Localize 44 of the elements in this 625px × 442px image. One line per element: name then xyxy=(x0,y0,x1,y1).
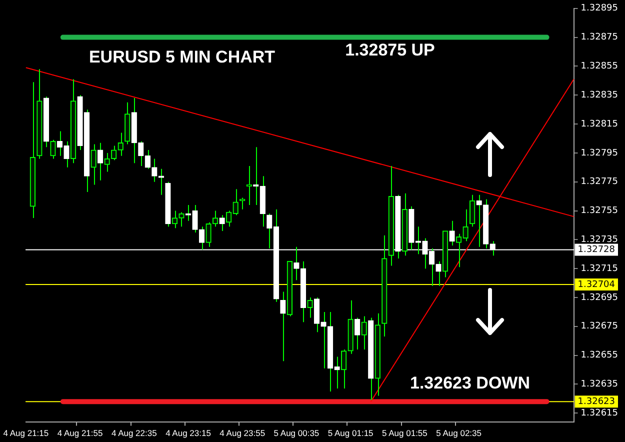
x-tick-label: 5 Aug 00:35 xyxy=(274,428,320,438)
y-tick-label: 1.32895 xyxy=(580,4,618,14)
candlestick xyxy=(178,212,184,228)
y-tick-label: 1.32795 xyxy=(580,148,618,158)
candlestick xyxy=(118,132,124,156)
x-tick-label: 4 Aug 23:15 xyxy=(166,428,212,438)
candlestick xyxy=(152,158,158,182)
annotation: 1.32875 UP xyxy=(345,40,435,60)
x-tick-label: 4 Aug 23:55 xyxy=(220,428,266,438)
x-tick-label: 4 Aug 21:55 xyxy=(57,428,103,438)
candlestick xyxy=(50,139,56,160)
ref-line-label: 1.32704 xyxy=(578,280,616,290)
y-tick-label: 1.32635 xyxy=(580,380,618,390)
y-tick-label: 1.32875 xyxy=(580,32,618,43)
x-tick-label: 5 Aug 01:15 xyxy=(328,428,374,438)
ref-line-label: 1.32623 xyxy=(578,396,615,407)
ref-line-label: 1.32728 xyxy=(578,245,616,256)
y-tick-label: 1.32735 xyxy=(580,235,618,246)
candlestick xyxy=(240,197,246,210)
candlestick xyxy=(340,349,347,390)
y-tick-label: 1.32835 xyxy=(580,90,618,100)
candlestick xyxy=(361,316,367,350)
candlestick xyxy=(469,194,476,228)
y-tick-label: 1.32715 xyxy=(580,264,618,274)
y-tick-label: 1.32615 xyxy=(580,408,618,418)
y-tick-label: 1.32655 xyxy=(580,350,618,361)
candlestick xyxy=(90,144,96,186)
y-tick-label: 1.32855 xyxy=(580,62,618,72)
y-tick-label: 1.32755 xyxy=(580,206,618,216)
x-tick-label: 4 Aug 21:15 xyxy=(3,428,49,438)
y-tick-label: 1.32775 xyxy=(580,177,618,188)
annotation: 1.32623 DOWN xyxy=(410,374,530,393)
y-tick-label: 1.32675 xyxy=(580,322,618,332)
y-tick-label: 1.32695 xyxy=(580,292,618,303)
text: EURUSD 5 MIN CHART xyxy=(88,48,276,67)
candlestick xyxy=(307,296,313,318)
candlestick xyxy=(104,152,110,172)
x-tick-label: 5 Aug 01:55 xyxy=(382,428,428,438)
y-tick-label: 1.32815 xyxy=(580,119,618,130)
x-tick-label: 4 Aug 22:35 xyxy=(111,428,158,438)
candlestick xyxy=(172,210,178,229)
candlestick xyxy=(246,165,252,206)
x-tick-label: 5 Aug 02:35 xyxy=(436,428,482,438)
candlestick xyxy=(111,145,117,161)
